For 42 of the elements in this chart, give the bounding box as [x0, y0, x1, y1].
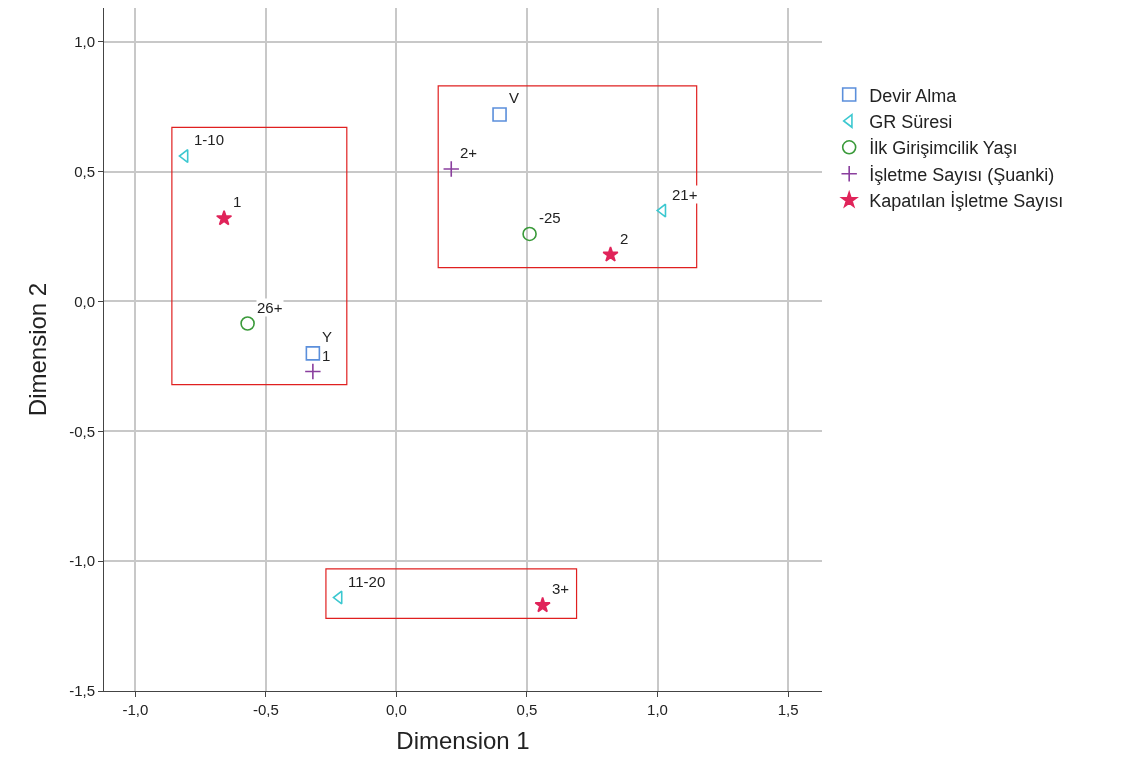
annotation: 26+: [257, 299, 283, 316]
point: [442, 160, 460, 178]
point: [602, 246, 619, 262]
point: [215, 209, 233, 226]
y-tick-label: -1,5: [69, 682, 95, 700]
point: [492, 107, 507, 122]
x-tick-label: 1,0: [647, 701, 668, 718]
y-tick-label: 1,0: [74, 33, 95, 51]
y-tick-label: 0,5: [74, 162, 95, 180]
legend-label: İlk Girişimcilik Yaşı: [869, 138, 1018, 159]
x-tick-label: 1,5: [777, 701, 799, 718]
y-tick-label: -0,5: [69, 422, 95, 440]
point: [305, 346, 321, 361]
y-tick-label: -1,0: [69, 552, 95, 570]
point: [534, 596, 551, 613]
annotation: 2: [620, 230, 629, 247]
annotation: 1-10: [194, 131, 225, 148]
point: [240, 316, 255, 331]
y-tick-label: 0,0: [74, 292, 95, 310]
point: [522, 226, 537, 242]
annotation: Y: [322, 328, 333, 345]
x-tick-label: 0,0: [385, 701, 407, 718]
x-tick-label: -1,0: [122, 701, 149, 718]
point: [332, 590, 343, 605]
annotation: -25: [539, 209, 561, 226]
legend-label: İşletme Sayısı (Şuanki): [869, 164, 1055, 185]
annotation: 11-20: [348, 573, 386, 590]
legend-label: Devir Alma: [869, 85, 958, 106]
x-tick-label: 0,5: [516, 701, 538, 718]
legend-label: Kapatılan İşletme Sayısı: [869, 191, 1064, 212]
annotation: 1: [322, 347, 331, 364]
x-tick-label: -0,5: [252, 701, 279, 718]
y-axis-title: Dimension 2: [24, 282, 52, 417]
annotation: V: [509, 89, 520, 106]
point: [656, 203, 667, 218]
x-axis-title: Dimension 1: [396, 727, 530, 755]
annotation: 3+: [552, 580, 570, 597]
legend-label: GR Süresi: [869, 111, 953, 132]
annotation: 21+: [672, 186, 698, 203]
annotation: 1: [233, 193, 242, 210]
point: [304, 363, 322, 381]
annotation: 2+: [460, 144, 478, 161]
